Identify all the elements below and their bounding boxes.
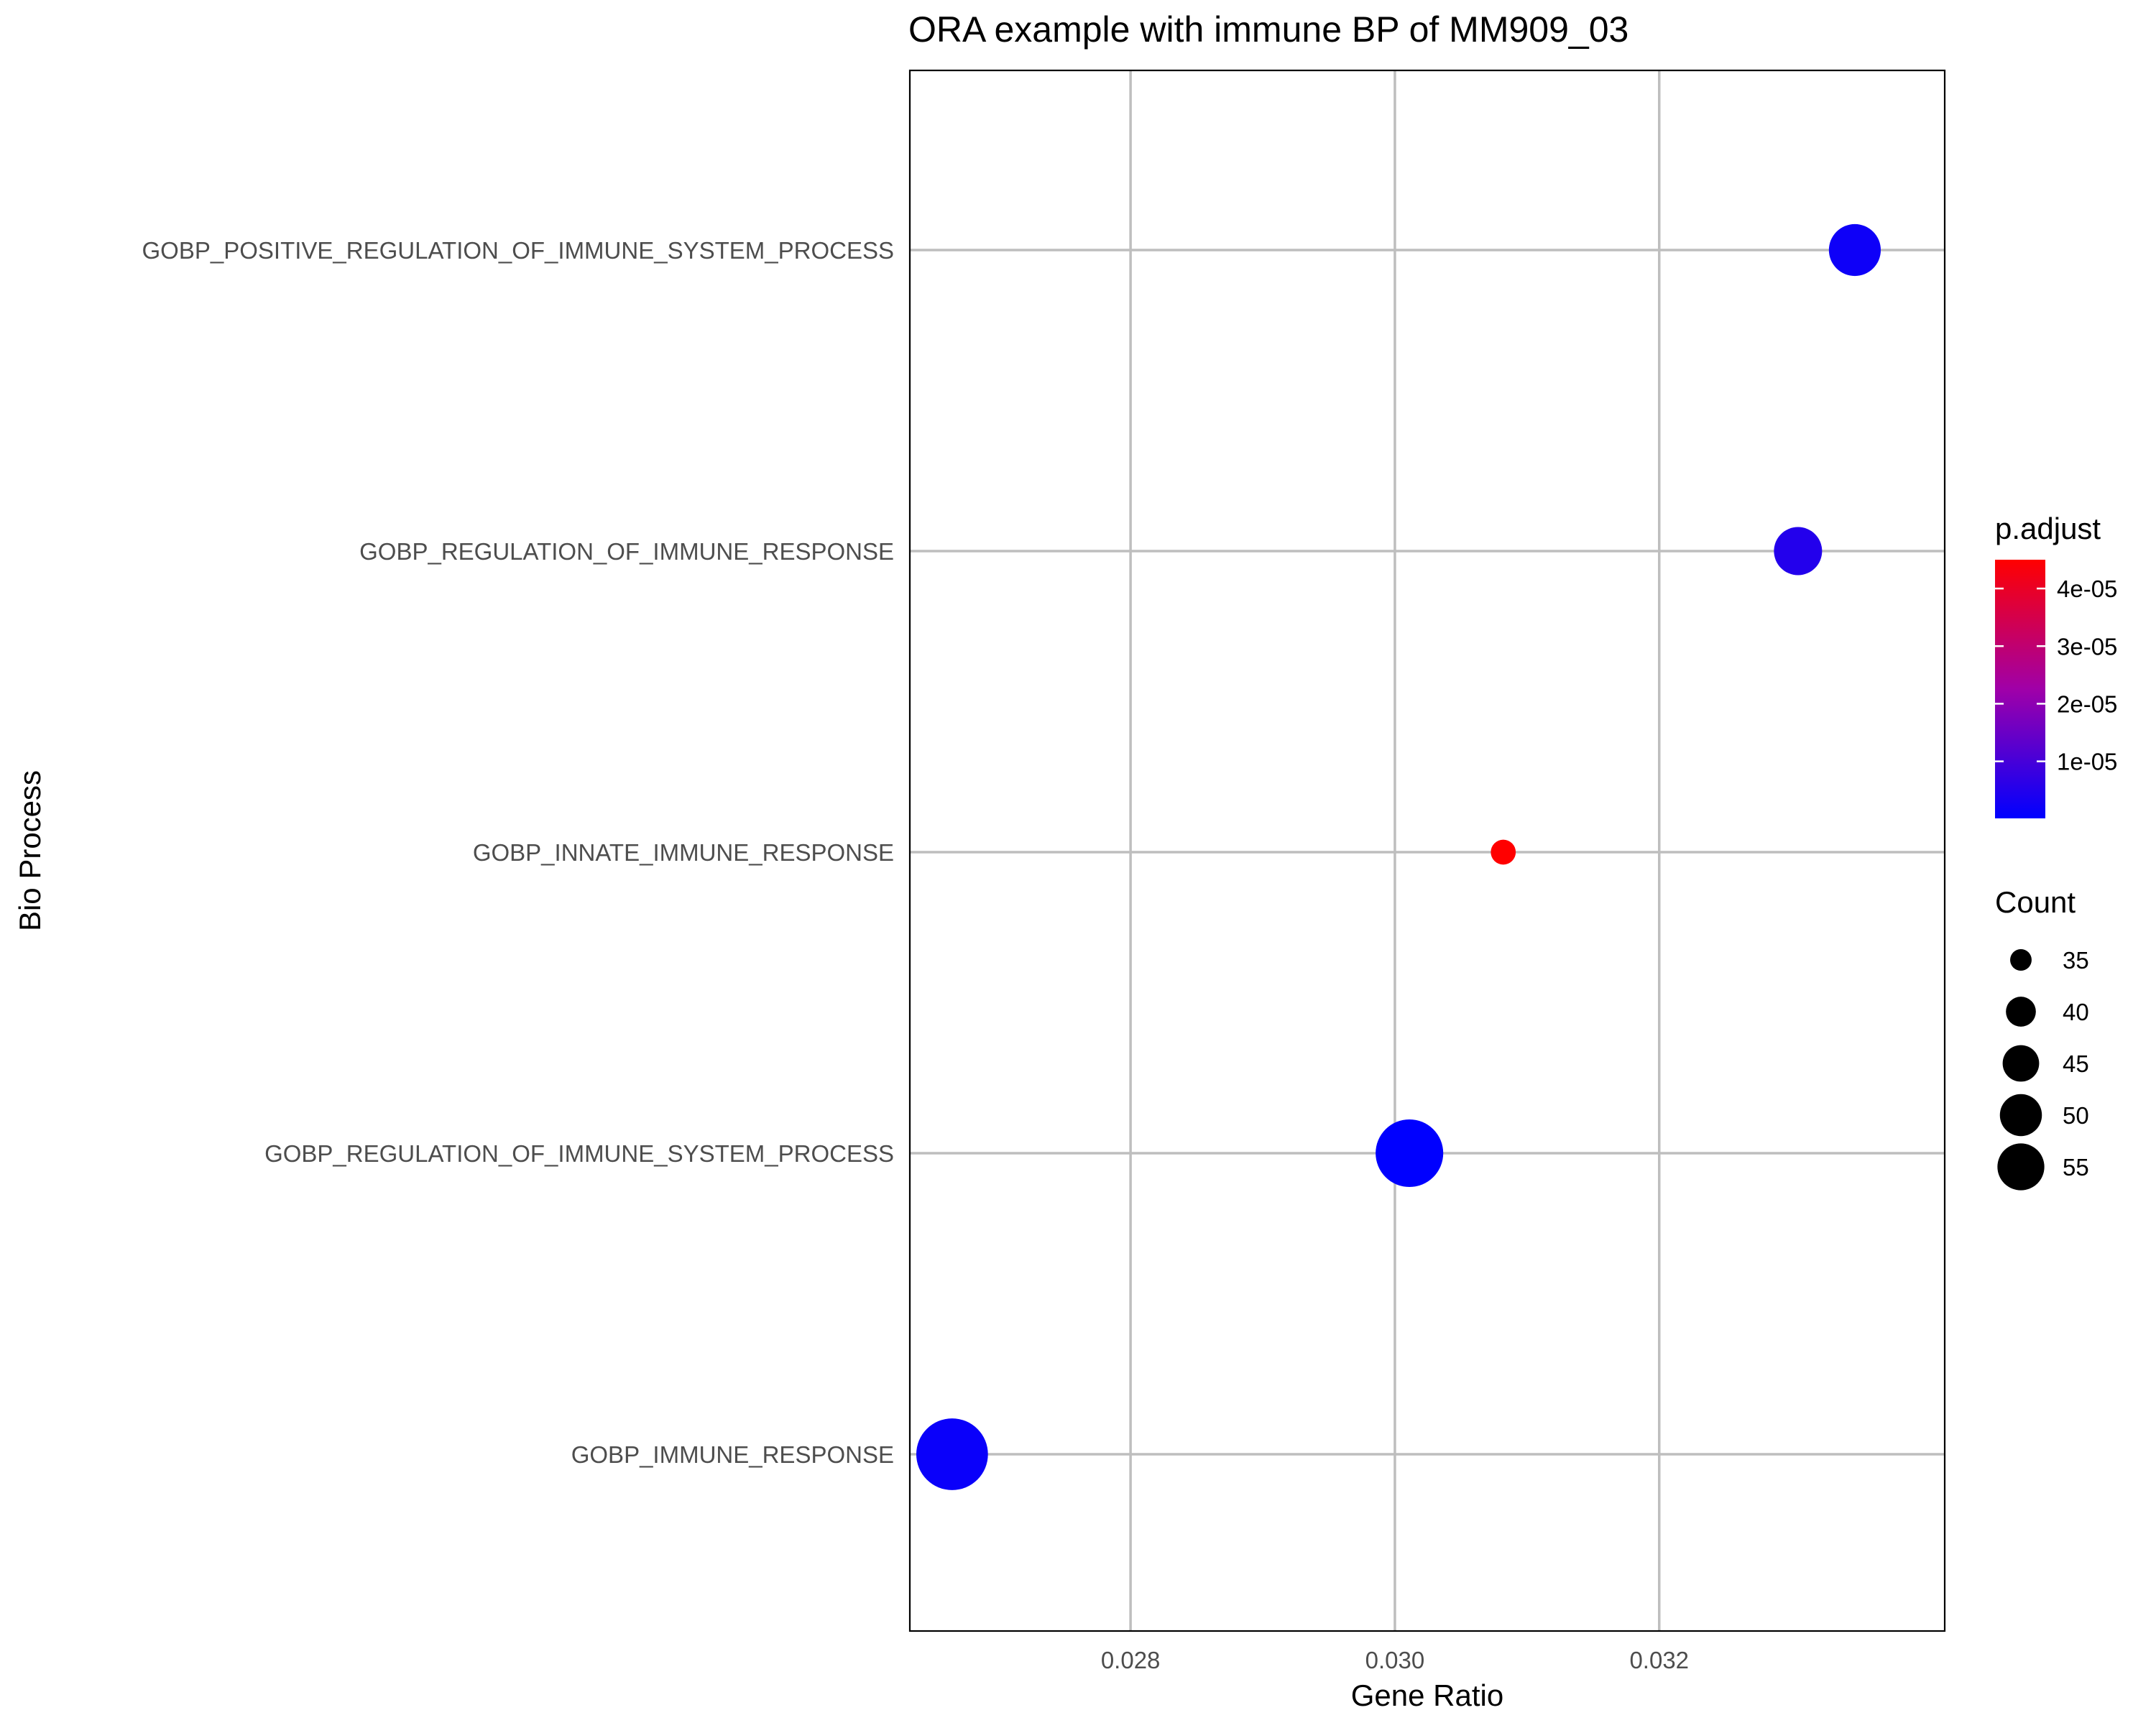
size-legend-label: 35 xyxy=(2063,947,2089,974)
size-legend-title: Count xyxy=(1995,885,2076,919)
color-legend-tick-label: 1e-05 xyxy=(2057,749,2117,775)
y-tick-label: GOBP_POSITIVE_REGULATION_OF_IMMUNE_SYSTE… xyxy=(142,237,894,264)
data-point xyxy=(916,1418,988,1490)
y-axis-title: Bio Process xyxy=(13,770,47,931)
data-point xyxy=(1828,223,1881,277)
size-legend-label: 45 xyxy=(2063,1050,2089,1077)
x-tick-labels: 0.028 0.030 0.032 xyxy=(1101,1647,1689,1673)
size-legend-dot xyxy=(2010,949,2032,971)
size-legend-label: 50 xyxy=(2063,1102,2089,1129)
chart-title: ORA example with immune BP of MM909_03 xyxy=(908,9,1628,50)
data-point xyxy=(1774,527,1823,576)
color-legend-bar xyxy=(1995,560,2045,818)
x-tick-label: 0.028 xyxy=(1101,1647,1161,1673)
y-tick-label: GOBP_REGULATION_OF_IMMUNE_SYSTEM_PROCESS xyxy=(264,1140,894,1167)
color-legend-ticks: 1e-05 2e-05 3e-05 4e-05 xyxy=(1995,576,2117,775)
x-tick-label: 0.032 xyxy=(1629,1647,1689,1673)
y-tick-label: GOBP_IMMUNE_RESPONSE xyxy=(571,1441,894,1468)
y-tick-labels: GOBP_POSITIVE_REGULATION_OF_IMMUNE_SYSTE… xyxy=(142,237,894,1468)
x-axis-title: Gene Ratio xyxy=(1351,1678,1503,1712)
grid-layer xyxy=(910,70,1945,1631)
color-legend-tick-label: 4e-05 xyxy=(2057,576,2117,602)
size-legend-label: 55 xyxy=(2063,1154,2089,1181)
size-legend-items: 35 40 45 50 55 xyxy=(1997,947,2089,1191)
size-legend-dot xyxy=(2006,997,2036,1027)
x-tick-label: 0.030 xyxy=(1365,1647,1425,1673)
size-legend-dot xyxy=(2002,1045,2040,1082)
color-legend-tick-label: 3e-05 xyxy=(2057,633,2117,660)
size-legend-dot xyxy=(1997,1143,2045,1191)
color-legend-tick-label: 2e-05 xyxy=(2057,690,2117,717)
color-legend: p.adjust 1e-05 2e-05 3e-05 4e-05 xyxy=(1995,512,2117,818)
data-point xyxy=(1491,839,1516,865)
data-point xyxy=(1376,1119,1444,1188)
y-tick-label: GOBP_REGULATION_OF_IMMUNE_RESPONSE xyxy=(359,538,894,565)
size-legend: Count 35 40 45 50 55 xyxy=(1995,885,2089,1191)
size-legend-label: 40 xyxy=(2063,999,2089,1025)
points-layer xyxy=(916,223,1881,1490)
color-legend-title: p.adjust xyxy=(1995,512,2101,545)
y-tick-label: GOBP_INNATE_IMMUNE_RESPONSE xyxy=(473,839,894,866)
size-legend-dot xyxy=(1999,1094,2042,1137)
panel-border xyxy=(908,69,1946,1632)
